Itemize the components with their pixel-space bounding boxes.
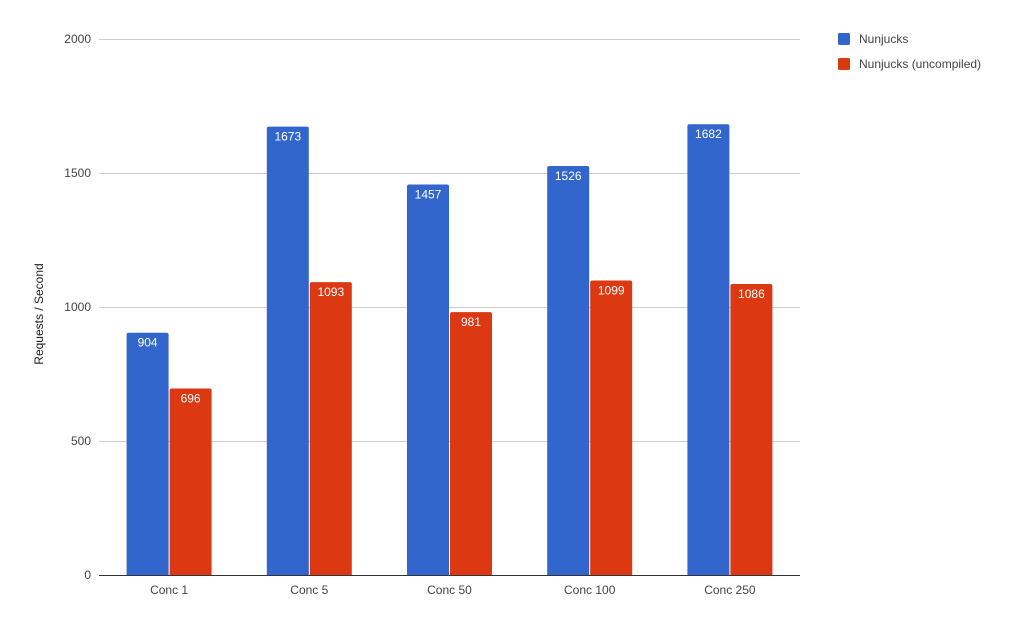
bar-value-label: 981 [461,315,481,329]
y-axis-title: Requests / Second [32,263,46,364]
bar-nunjucks [266,126,309,576]
bar-nunjucks-uncompiled [590,280,633,575]
legend-label: Nunjucks [859,32,908,46]
x-category-label: Conc 250 [704,583,756,597]
bar-value-label: 1682 [695,127,722,141]
bar-nunjucks-uncompiled [169,388,212,575]
bar-nunjucks-uncompiled [730,283,773,575]
x-category-label: Conc 100 [564,583,616,597]
legend-swatch [838,33,850,45]
bar-value-label: 696 [181,391,201,405]
y-tick-label: 1500 [64,166,91,180]
bar-nunjucks [687,124,730,575]
bar-nunjucks-uncompiled [309,282,352,575]
data-labels: 904 696 1673 1093 1457 981 1526 1099 1682 1086 [138,127,765,405]
bar-value-label: 904 [138,336,158,350]
x-axis-categories: Conc 1 Conc 5 Conc 50 Conc 100 Conc 250 [150,583,756,597]
legend: Nunjucks Nunjucks (uncompiled) [838,32,981,71]
y-tick-label: 500 [71,434,91,448]
legend-label: Nunjucks (uncompiled) [859,57,981,71]
bar-nunjucks [126,332,169,575]
legend-swatch [838,58,850,70]
bars [126,124,773,576]
y-tick-label: 2000 [64,32,91,46]
bar-nunjucks [407,184,449,576]
bar-value-label: 1526 [555,169,582,183]
x-category-label: Conc 5 [290,583,328,597]
x-category-label: Conc 1 [150,583,188,597]
y-axis-ticks: 0 500 1000 1500 2000 [64,32,91,582]
bar-value-label: 1457 [415,188,442,202]
bar-nunjucks [547,166,590,576]
bar-nunjucks-uncompiled [450,312,492,575]
bar-value-label: 1099 [598,283,625,297]
y-tick-label: 1000 [64,300,91,314]
bar-value-label: 1086 [738,287,765,301]
gridlines [99,39,800,442]
bar-value-label: 1093 [317,285,344,299]
bar-value-label: 1673 [274,130,301,144]
y-tick-label: 0 [84,568,91,582]
x-category-label: Conc 50 [427,583,472,597]
